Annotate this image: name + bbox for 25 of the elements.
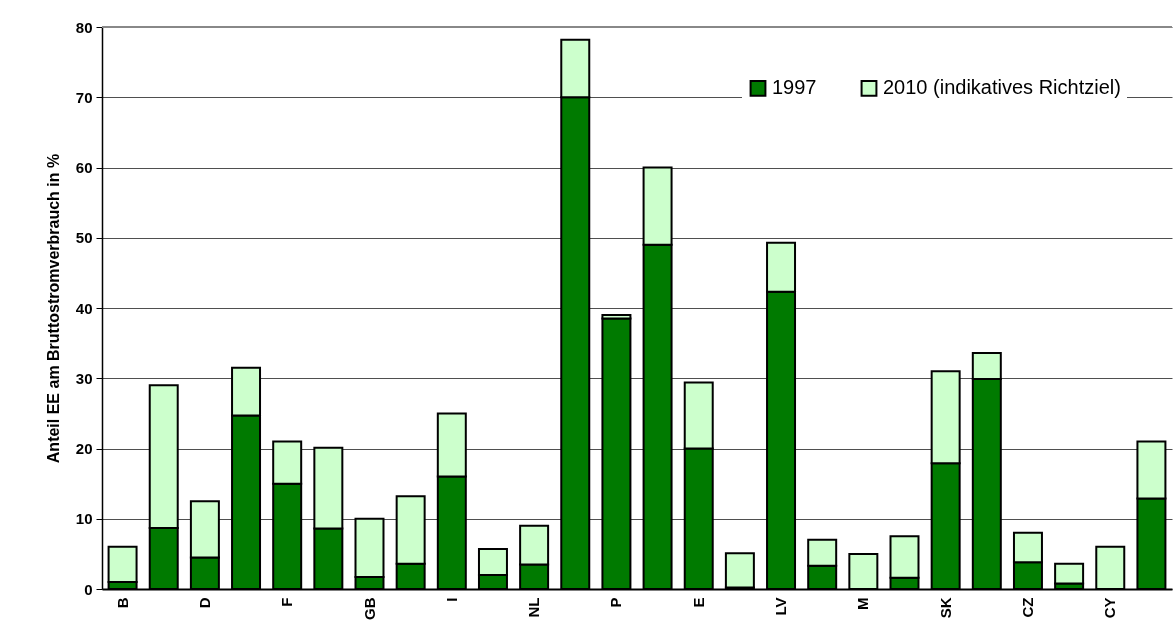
y-tick-label: 20 (75, 440, 93, 457)
y-tick-label: 0 (84, 580, 93, 598)
y-tick-label: 70 (75, 88, 93, 106)
x-tick-label: NL (525, 597, 543, 618)
y-axis-title: Anteil EE am Bruttostromverbrauch in % (44, 153, 62, 464)
x-tick-label: F (278, 597, 296, 607)
x-tick-label: I (442, 597, 460, 602)
x-tick-label: LV (772, 597, 790, 616)
legend-label: 1997 (772, 76, 817, 99)
y-tick-label: 50 (75, 229, 93, 247)
x-tick-label: CY (1101, 597, 1119, 619)
x-tick-label: E (689, 597, 707, 608)
x-tick-label: GB (360, 597, 378, 620)
x-tick-label: M (854, 597, 872, 610)
x-tick-label: CZ (1018, 597, 1036, 618)
x-tick-label: D (195, 597, 213, 609)
x-tick-label: SK (936, 597, 954, 619)
x-tick-label: B (113, 597, 131, 609)
y-tick-label: 10 (75, 510, 93, 528)
x-tick-label: P (607, 597, 625, 608)
legend-label: 2010 (indikatives Richtziel) (883, 76, 1121, 99)
y-tick-label: 80 (75, 18, 93, 36)
y-tick-label: 30 (75, 369, 93, 387)
y-tick-label: 60 (75, 159, 93, 176)
y-tick-label: 40 (75, 299, 93, 317)
